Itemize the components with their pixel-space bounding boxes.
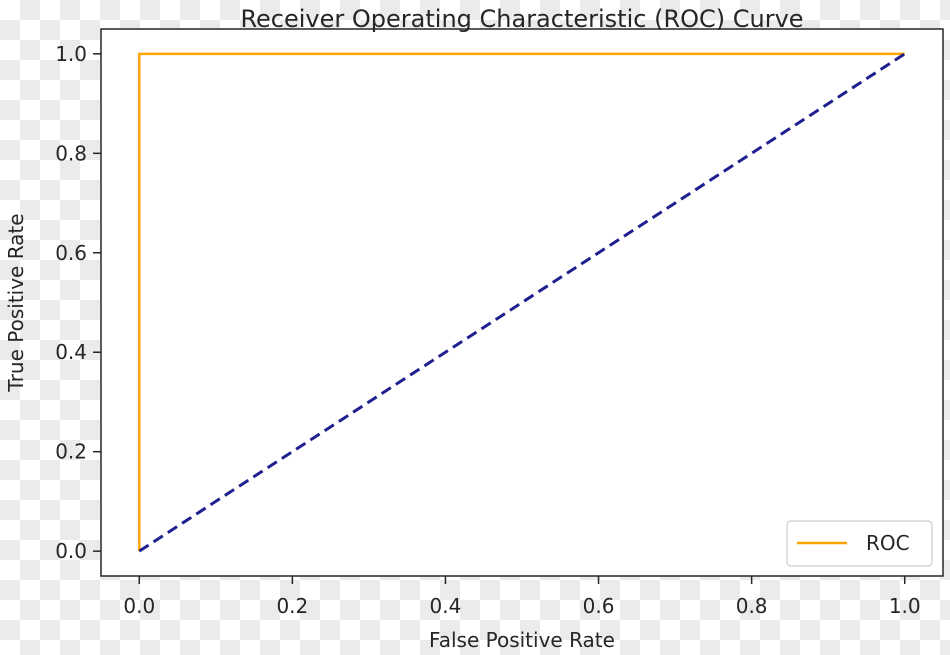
x-tick-label: 0.6 <box>583 594 615 618</box>
x-tick-label: 0.0 <box>123 594 155 618</box>
y-tick-label: 0.0 <box>55 539 87 563</box>
x-tick-label: 1.0 <box>889 594 921 618</box>
roc-curve-line <box>138 52 905 552</box>
legend-box <box>786 520 933 567</box>
x-tick-label: 0.8 <box>736 594 768 618</box>
plot-frame <box>100 28 944 577</box>
x-axis: 0.0 0.2 0.4 0.6 0.8 1.0 <box>123 576 921 618</box>
y-tick-label: 0.8 <box>55 141 87 165</box>
legend: ROC <box>786 520 933 567</box>
x-tick-label: 0.4 <box>430 594 462 618</box>
y-axis: 0.0 0.2 0.4 0.6 0.8 1.0 <box>55 42 101 563</box>
y-tick-label: 0.2 <box>55 440 87 464</box>
legend-label-roc: ROC <box>866 531 910 555</box>
y-axis-label: True Positive Rate <box>4 213 28 392</box>
x-tick-label: 0.2 <box>276 594 308 618</box>
series-layer <box>138 52 906 553</box>
chart-title: Receiver Operating Characteristic (ROC) … <box>240 5 803 33</box>
y-tick-label: 0.4 <box>55 340 87 364</box>
x-axis-label: False Positive Rate <box>429 628 615 652</box>
y-tick-label: 1.0 <box>55 42 87 66</box>
y-tick-label: 0.6 <box>55 241 87 265</box>
